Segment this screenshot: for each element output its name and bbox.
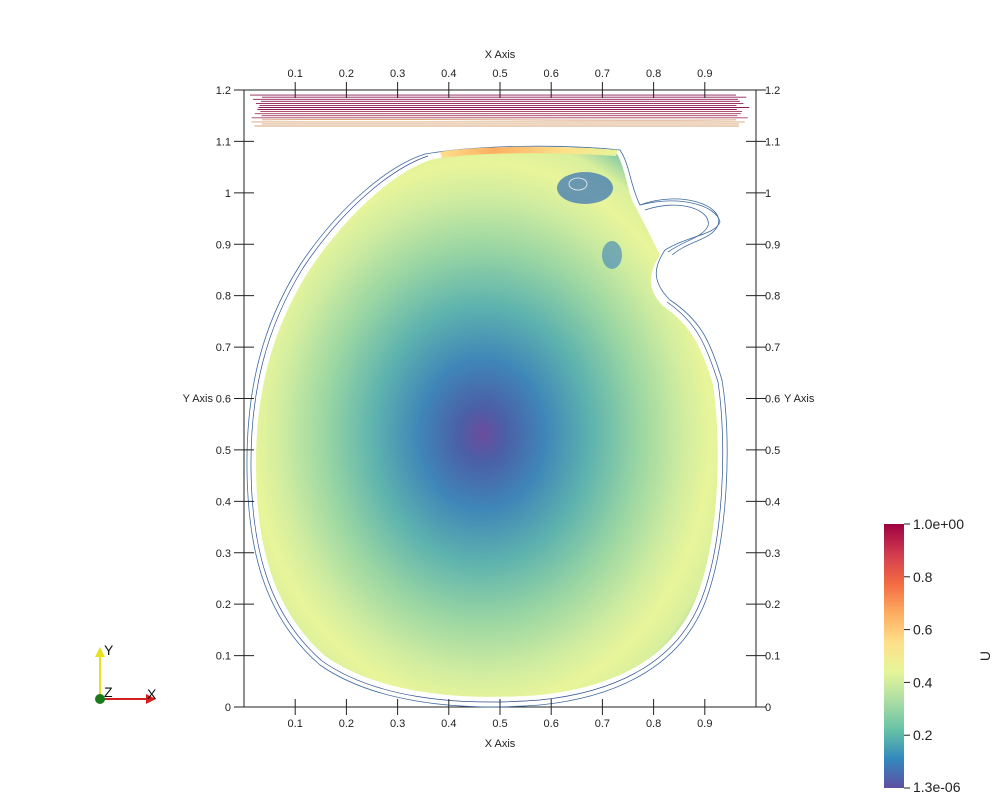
y-tick-label-left: 0.5 [216, 445, 231, 457]
outflow-contours [639, 198, 720, 256]
lid-contour-line [261, 100, 740, 103]
x-tick-label-bottom: 0.5 [492, 718, 507, 730]
y-axis-title-left: Y Axis [183, 393, 214, 405]
lid-contour-line [249, 94, 737, 96]
y-tick-label-right: 1.2 [765, 85, 780, 97]
orientation-x-arrow [146, 694, 156, 704]
lid-contour-line [259, 104, 737, 107]
x-axis-top: 0.1 0.2 0.3 0.4 0.5 0.6 0.7 0.8 0.9 [288, 68, 712, 98]
lid-contour-line [258, 106, 750, 109]
y-tick-label-left: 0.7 [216, 342, 231, 354]
colorbar-tick-label: 0.8 [913, 569, 933, 585]
orientation-y-label: Y [104, 642, 114, 658]
y-tick-label-left: 0.1 [216, 651, 231, 663]
y-axis-title-right: Y Axis [784, 393, 815, 405]
y-tick-label-right: 0.8 [765, 291, 780, 303]
colorbar-tick-label: 0.6 [913, 622, 933, 638]
lid-contour-line [261, 114, 738, 117]
y-tick-label-left: 0.4 [216, 496, 231, 508]
lid-contour-line [254, 112, 741, 115]
x-tick-label-top: 0.7 [595, 68, 610, 80]
x-tick-label-top: 0.8 [646, 68, 661, 80]
orientation-y-arrow [95, 647, 105, 657]
y-tick-label-left: 0.3 [216, 548, 231, 560]
x-tick-label-top: 0.2 [339, 68, 354, 80]
x-tick-label-bottom: 0.9 [697, 718, 712, 730]
y-axis-left: 0 0.1 0.2 0.3 0.4 0.5 0.6 0.7 0.8 0.9 1 1.1 1.2 [216, 85, 254, 714]
colorbar-tick-label: 0.2 [913, 727, 933, 743]
lid-contour-line [255, 102, 744, 105]
x-tick-label-top: 0.5 [492, 68, 507, 80]
y-tick-label-left: 1.1 [216, 136, 231, 148]
lid-contour-line [251, 116, 748, 119]
colorbar-title: U [977, 651, 993, 661]
x-tick-label-bottom: 0.3 [390, 718, 405, 730]
orientation-z-label: Z [104, 684, 113, 700]
y-tick-label-right: 0.2 [765, 599, 780, 611]
orientation-axes[interactable]: X Y Z [95, 642, 157, 704]
x-tick-label-bottom: 0.8 [646, 718, 661, 730]
x-tick-label-top: 0.1 [288, 68, 303, 80]
x-tick-label-bottom: 0.2 [339, 718, 354, 730]
lid-contour-band [249, 94, 750, 127]
x-tick-label-bottom: 0.6 [544, 718, 559, 730]
y-tick-label-left: 0 [225, 702, 231, 714]
x-tick-label-top: 0.3 [390, 68, 405, 80]
lid-contour-line [261, 118, 737, 121]
colorbar-max-label: 1.0e+00 [913, 516, 964, 532]
y-tick-label-left: 0.2 [216, 599, 231, 611]
y-tick-label-right: 1.1 [765, 136, 780, 148]
y-tick-label-right: 0 [765, 702, 771, 714]
y-tick-label-left: 0.8 [216, 291, 231, 303]
y-tick-label-right: 1 [765, 188, 771, 200]
colorbar-tick-label: 0.4 [913, 674, 933, 690]
x-axis-bottom: 0.1 0.2 0.3 0.4 0.5 0.6 0.7 0.8 0.9 [288, 699, 712, 730]
x-axis-title-bottom: X Axis [485, 738, 516, 750]
x-tick-label-bottom: 0.1 [288, 718, 303, 730]
y-tick-label-right: 0.1 [765, 651, 780, 663]
side-vortex [602, 241, 622, 269]
y-tick-label-right: 0.6 [765, 394, 780, 406]
colorbar-min-label: 1.3e-06 [913, 779, 961, 795]
y-tick-label-left: 0.9 [216, 239, 231, 251]
y-axis-right: 0 0.1 0.2 0.3 0.4 0.5 0.6 0.7 0.8 0.9 1 1.1 1.2 [746, 85, 780, 714]
lid-hot-zone [440, 146, 618, 158]
colorbar-gradient [884, 524, 904, 788]
x-tick-label-top: 0.4 [441, 68, 456, 80]
x-axis-title-top: X Axis [485, 49, 516, 61]
y-tick-label-left: 1.2 [216, 85, 231, 97]
lid-contour-line [251, 121, 745, 123]
field-outline-lines-2 [250, 155, 724, 703]
x-tick-label-bottom: 0.4 [441, 718, 456, 730]
y-tick-label-right: 0.3 [765, 548, 780, 560]
lid-contour-line [261, 123, 739, 125]
y-tick-label-right: 0.5 [765, 445, 780, 457]
velocity-field [246, 145, 728, 708]
lid-contour-line [261, 96, 747, 99]
y-tick-label-right: 0.9 [765, 239, 780, 251]
y-tick-label-left: 0.6 [216, 394, 231, 406]
colorbar-ticks: 0.2 0.4 0.6 0.8 [904, 523, 933, 789]
lid-contour-line [253, 98, 739, 101]
lid-contour-line [254, 125, 739, 127]
lid-contour-line [260, 110, 743, 113]
x-tick-label-top: 0.9 [697, 68, 712, 80]
color-legend: 0.2 0.4 0.6 0.8 1.0e+00 1.3e-06 U [884, 516, 993, 795]
y-tick-label-right: 0.4 [765, 496, 780, 508]
lid-contour-line [257, 108, 737, 111]
y-tick-label-left: 1 [225, 188, 231, 200]
orientation-x-label: X [147, 686, 157, 702]
orientation-z-dot [95, 694, 105, 704]
corner-vortex-inner [568, 177, 588, 191]
y-tick-label-right: 0.7 [765, 342, 780, 354]
field-outline-lines [246, 145, 728, 708]
x-tick-label-top: 0.6 [544, 68, 559, 80]
field-fill [255, 149, 718, 697]
x-tick-label-bottom: 0.7 [595, 718, 610, 730]
